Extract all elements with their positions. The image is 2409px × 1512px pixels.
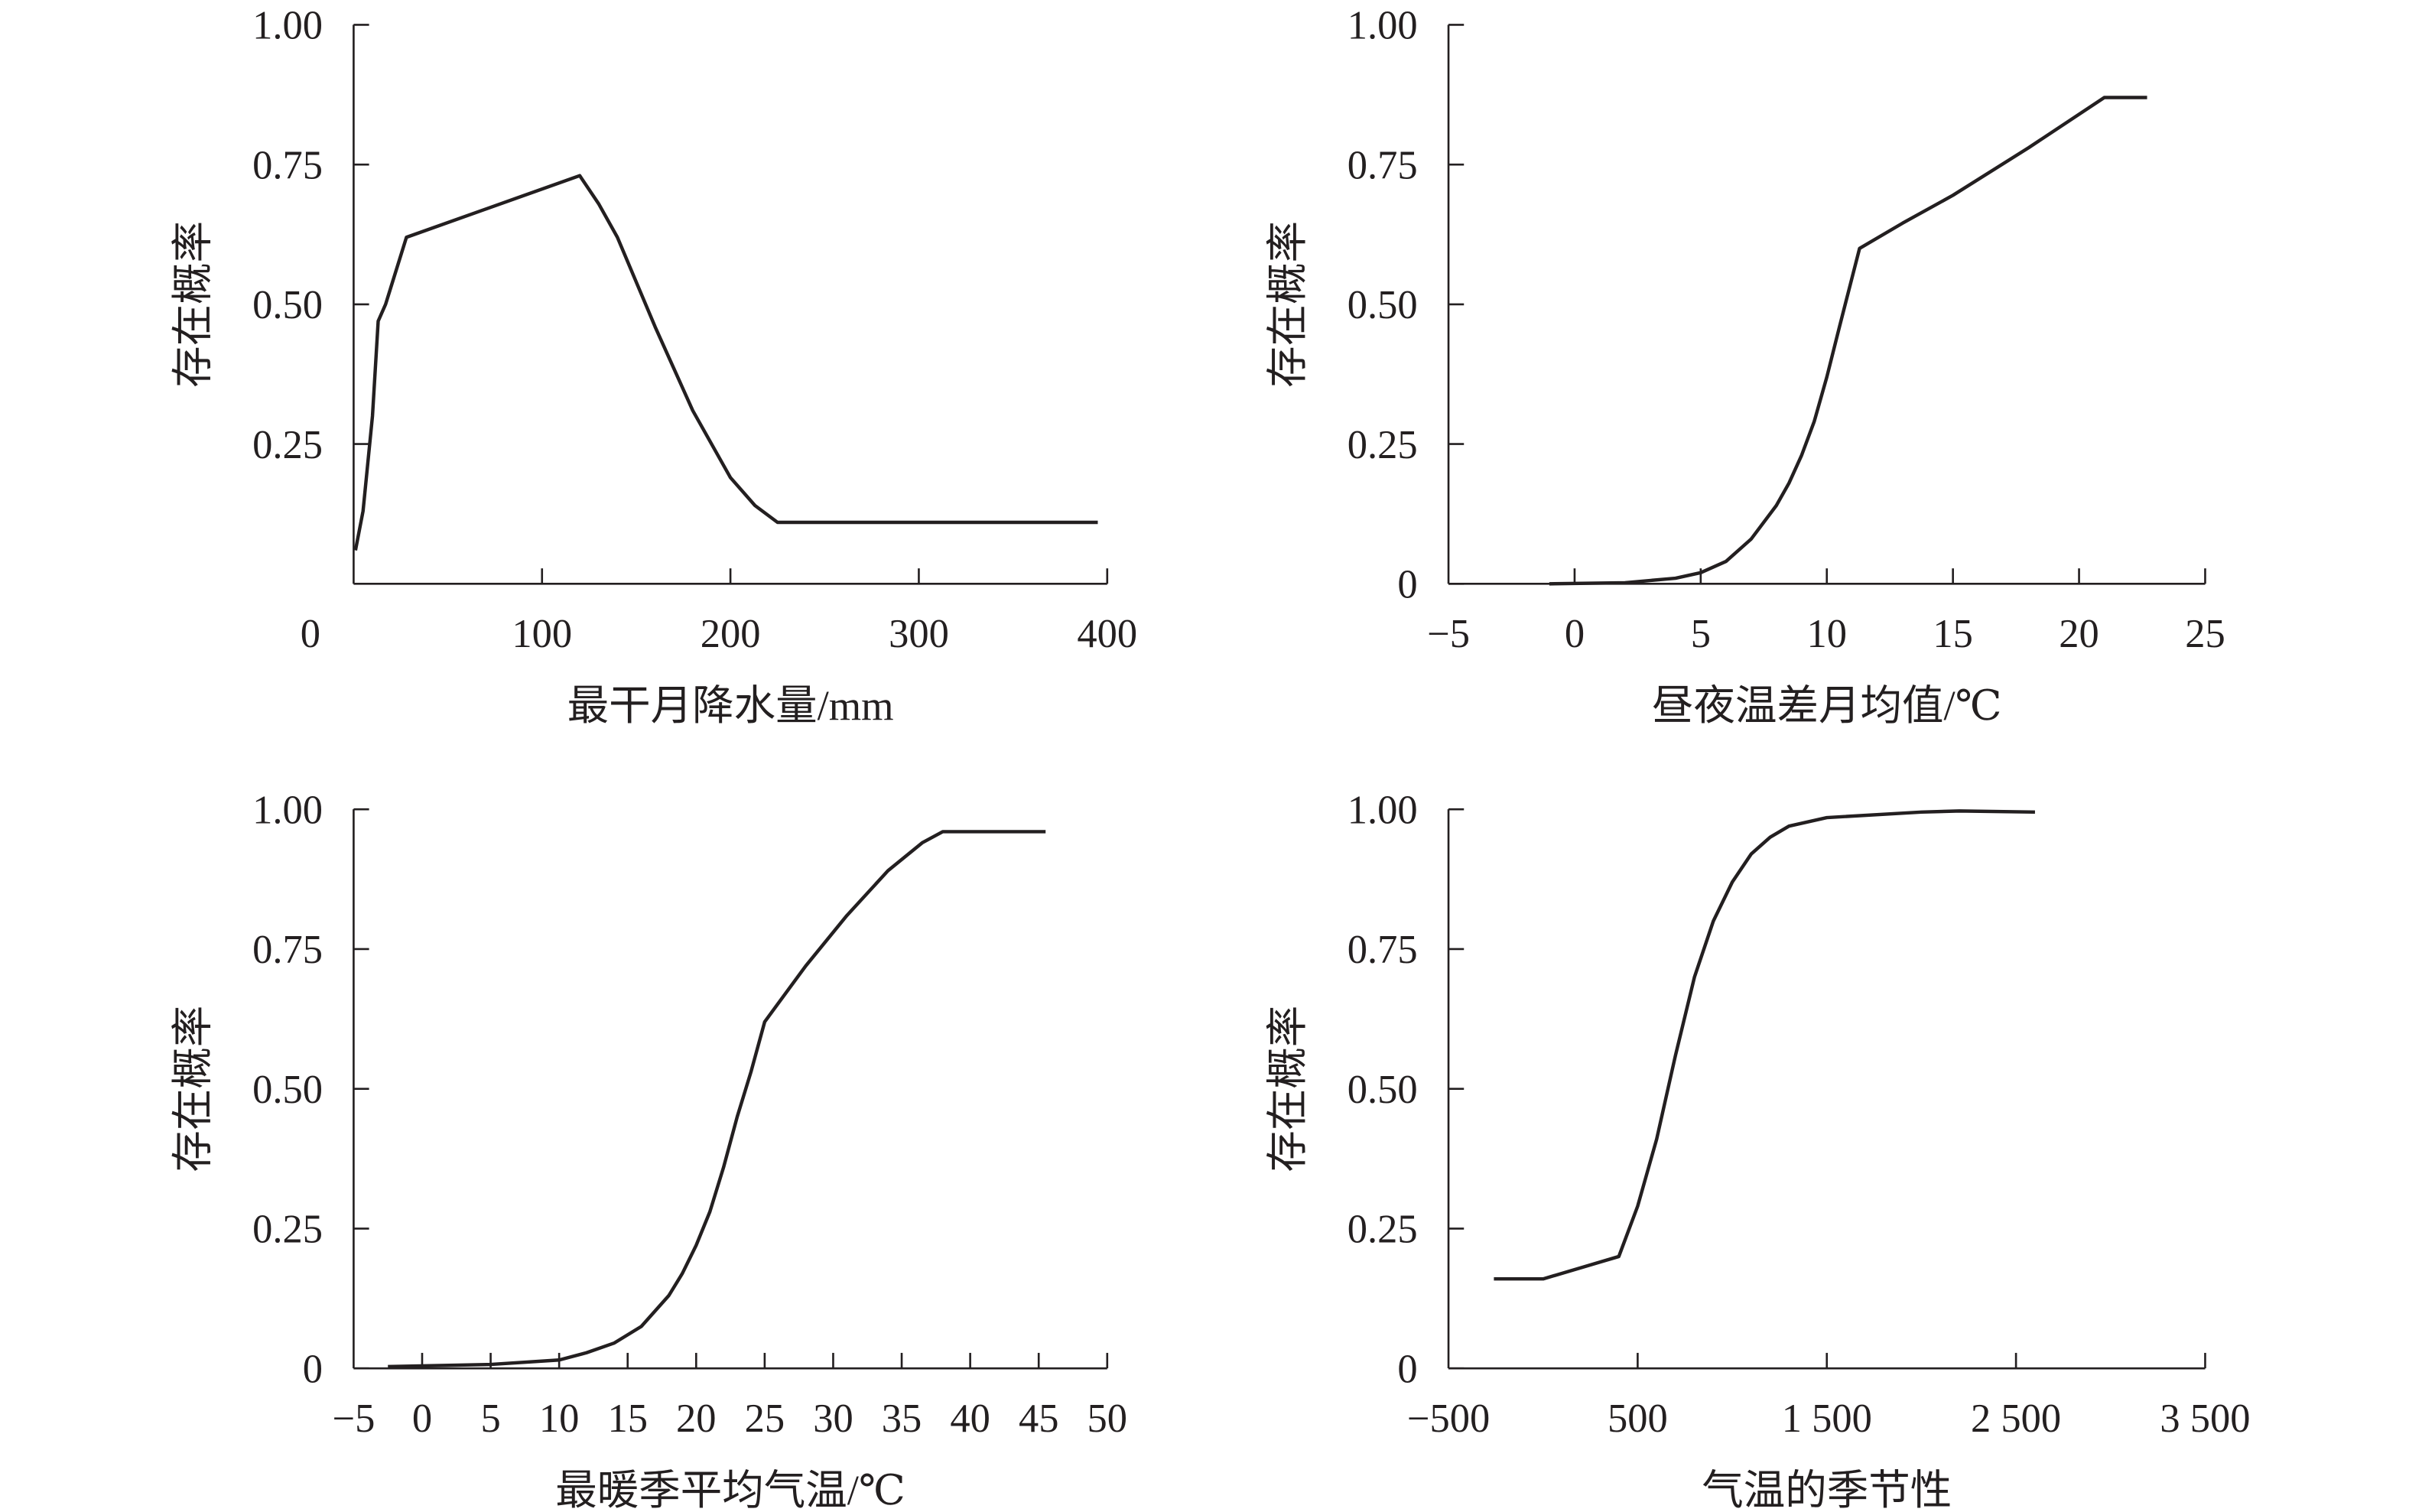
- x-tick-label: 200: [701, 612, 761, 656]
- x-axis-title: 昼夜温差月均值/℃: [1652, 682, 2002, 729]
- y-tick-label: 0.75: [1348, 928, 1418, 972]
- y-tick-label: 0: [303, 1347, 323, 1391]
- series-line: [388, 830, 1046, 1369]
- x-tick-label: 10: [1806, 612, 1847, 656]
- y-tick-label: 0.25: [252, 423, 323, 467]
- x-tick-label: 35: [882, 1397, 922, 1441]
- x-tick-label: 25: [745, 1397, 785, 1441]
- y-tick-label: 0.50: [252, 1068, 323, 1112]
- y-tick-label: 0.50: [1348, 1068, 1418, 1112]
- x-tick-label: 1 500: [1782, 1397, 1872, 1441]
- x-tick-label: 100: [512, 612, 572, 656]
- y-tick-label: 0.25: [1348, 1208, 1418, 1252]
- x-tick-label: −500: [1407, 1397, 1490, 1441]
- x-tick-label: −5: [332, 1397, 375, 1441]
- x-tick-label: 0: [412, 1397, 432, 1441]
- panel-2: 00.250.500.751.00−5 0 5 10 15 20 25昼夜温差月均值/℃存在…: [1264, 4, 2225, 729]
- x-tick-label: 300: [889, 612, 949, 656]
- x-tick-label: 15: [607, 1397, 648, 1441]
- panel-4: 0 0.25 0.50 0.75 1.00 −500 500 1 500 2 500 3 500 气…: [1264, 788, 2250, 1512]
- y-tick-label: 0.75: [1348, 143, 1418, 187]
- x-tick-label: 5: [1691, 612, 1711, 656]
- x-tick-label: 500: [1608, 1397, 1668, 1441]
- x-tick-label: 5: [480, 1397, 500, 1441]
- series-line: [1549, 96, 2147, 586]
- series-line: [1494, 809, 2035, 1281]
- y-tick-label: 1.00: [252, 4, 323, 48]
- y-tick-label: 0.75: [252, 928, 323, 972]
- x-axis-title: 气温的季节性: [1702, 1467, 1952, 1512]
- y-tick-label: 0.50: [1348, 283, 1418, 327]
- y-axis-title: 存在概率: [170, 221, 216, 388]
- y-axis-title: 存在概率: [1264, 1006, 1311, 1172]
- y-tick-label: 0: [1397, 563, 1417, 607]
- x-tick-label: 25: [2185, 612, 2225, 656]
- x-tick-label: 30: [813, 1397, 853, 1441]
- x-axis-title: 最干月降水量/mm: [567, 682, 894, 729]
- x-tick-label: 2 500: [1971, 1397, 2061, 1441]
- x-tick-label: 45: [1019, 1397, 1059, 1441]
- y-tick-label: 1.00: [252, 788, 323, 832]
- y-tick-label: 1.00: [1348, 4, 1418, 48]
- y-axis-title: 存在概率: [1264, 221, 1311, 388]
- x-tick-label: 3 500: [2160, 1397, 2250, 1441]
- y-tick-label: 0.25: [252, 1208, 323, 1252]
- x-tick-label: 10: [539, 1397, 580, 1441]
- x-tick-label: 20: [2059, 612, 2099, 656]
- y-tick-label: 0.75: [252, 143, 323, 187]
- x-axis-title: 最暖季平均气温/℃: [555, 1467, 905, 1512]
- x-tick-label: 20: [676, 1397, 717, 1441]
- panel-1: 0.25 0.50 0.75 1.00 0 100 200 300 400 最干月降水量/mm 存在…: [170, 4, 1138, 729]
- panel-3: 00.250.500.751.00−5 0 5 10 15 20 25 30 35 40 45 50最…: [170, 788, 1127, 1512]
- x-tick-label: −5: [1427, 612, 1470, 656]
- x-tick-label: 40: [950, 1397, 990, 1441]
- y-tick-label: 0: [1397, 1347, 1417, 1391]
- x-tick-label: 0: [1565, 612, 1585, 656]
- x-tick-label: 15: [1933, 612, 1973, 656]
- y-tick-label: 1.00: [1348, 788, 1418, 832]
- series-line: [353, 174, 1098, 551]
- x-tick-label: 400: [1077, 612, 1137, 656]
- y-tick-label: 0.50: [252, 283, 323, 327]
- y-tick-label: 0.25: [1348, 423, 1418, 467]
- y-axis-title: 存在概率: [170, 1006, 216, 1172]
- x-tick-label: 50: [1087, 1397, 1128, 1441]
- x-tick-label: 0: [301, 612, 320, 656]
